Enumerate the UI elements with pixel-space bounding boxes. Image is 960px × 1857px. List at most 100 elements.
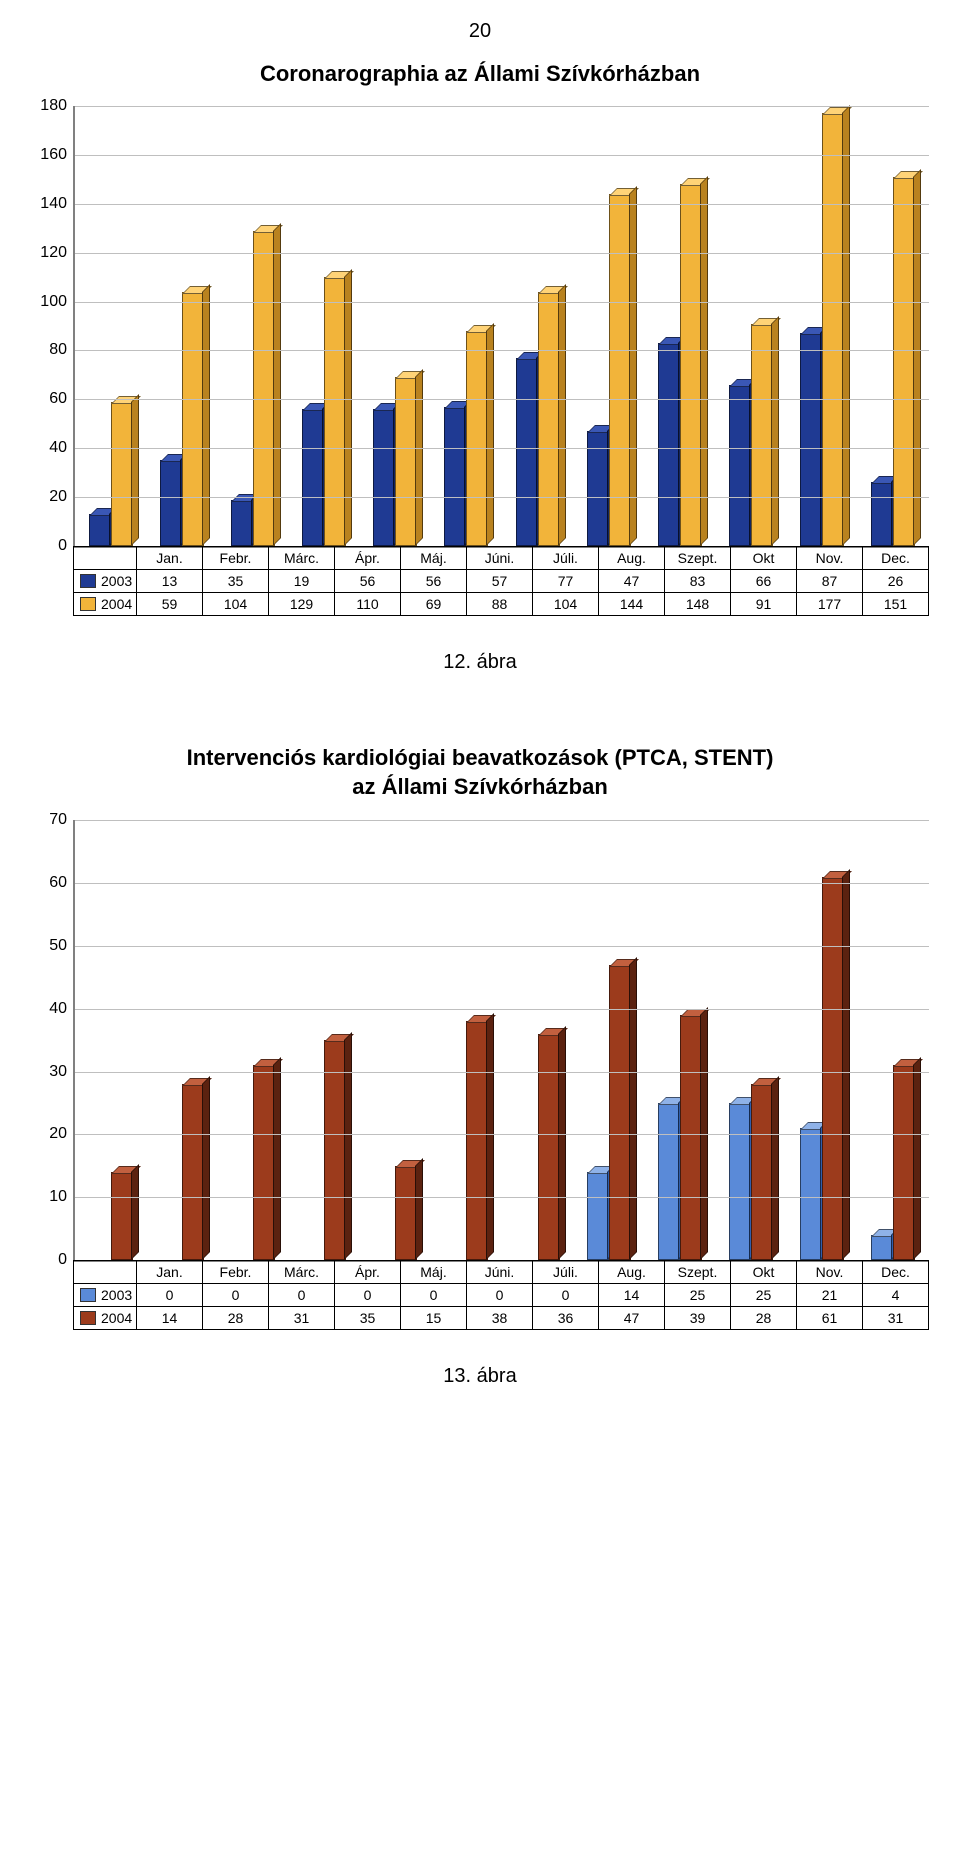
y-tick-label: 10 xyxy=(49,1188,67,1206)
bar xyxy=(729,1103,751,1260)
page-number: 20 xyxy=(20,20,940,43)
table-cell: 69 xyxy=(401,593,467,616)
gridline xyxy=(75,820,929,821)
legend-series-name: 2003 xyxy=(101,1287,132,1303)
bar xyxy=(466,1021,488,1260)
gridline xyxy=(75,1072,929,1073)
y-tick-label: 80 xyxy=(49,341,67,359)
gridline xyxy=(75,155,929,156)
gridline xyxy=(75,448,929,449)
chart-2-plot xyxy=(73,820,929,1262)
table-column-header: Júli. xyxy=(533,547,599,570)
gridline xyxy=(75,1009,929,1010)
gridline xyxy=(75,106,929,107)
table-cell: 57 xyxy=(467,570,533,593)
y-tick-label: 0 xyxy=(58,1251,67,1269)
y-tick-label: 120 xyxy=(40,244,67,262)
table-column-header: Nov. xyxy=(797,547,863,570)
table-cell: 31 xyxy=(863,1307,929,1330)
bar xyxy=(466,331,488,546)
chart-2-title-line1: Intervenciós kardiológiai beavatkozások … xyxy=(187,745,774,770)
table-cell: 144 xyxy=(599,593,665,616)
chart-1-yaxis: 020406080100120140160180 xyxy=(21,106,73,546)
chart-1-caption: 12. ábra xyxy=(20,651,940,674)
y-tick-label: 60 xyxy=(49,390,67,408)
legend-swatch-icon xyxy=(80,1288,96,1302)
legend-series-name: 2004 xyxy=(101,1310,132,1326)
table-cell: 0 xyxy=(137,1284,203,1307)
table-cell: 47 xyxy=(599,1307,665,1330)
table-column-header: Dec. xyxy=(863,1261,929,1284)
gridline xyxy=(75,1134,929,1135)
table-cell: 13 xyxy=(137,570,203,593)
table-cell: 0 xyxy=(269,1284,335,1307)
table-cell: 35 xyxy=(203,570,269,593)
bar xyxy=(253,231,275,546)
chart-2-yaxis: 010203040506070 xyxy=(21,820,73,1260)
table-cell: 47 xyxy=(599,570,665,593)
chart-2-caption: 13. ábra xyxy=(20,1365,940,1388)
table-cell: 0 xyxy=(335,1284,401,1307)
table-cell: 151 xyxy=(863,593,929,616)
table-column-header: Szept. xyxy=(665,547,731,570)
bar xyxy=(658,343,680,546)
gridline xyxy=(75,883,929,884)
chart-2-title: Intervenciós kardiológiai beavatkozások … xyxy=(20,744,940,801)
bar xyxy=(751,1084,773,1260)
bar xyxy=(160,460,182,546)
chart-2-data-table: Jan.Febr.Márc.Ápr.Máj.Júni.Júli.Aug.Szep… xyxy=(73,1260,929,1330)
bar xyxy=(893,1065,915,1260)
bar xyxy=(182,292,204,546)
bar xyxy=(587,1172,609,1260)
chart-1-data-table: Jan.Febr.Márc.Ápr.Máj.Júni.Júli.Aug.Szep… xyxy=(73,546,929,616)
table-cell: 59 xyxy=(137,593,203,616)
table-column-header: Jan. xyxy=(137,547,203,570)
table-column-header: Aug. xyxy=(599,1261,665,1284)
table-cell: 104 xyxy=(533,593,599,616)
table-column-header: Nov. xyxy=(797,1261,863,1284)
gridline xyxy=(75,1197,929,1198)
bar xyxy=(395,377,417,546)
legend-swatch-icon xyxy=(80,597,96,611)
table-column-header: Júli. xyxy=(533,1261,599,1284)
table-cell: 148 xyxy=(665,593,731,616)
y-tick-label: 50 xyxy=(49,937,67,955)
table-cell: 28 xyxy=(731,1307,797,1330)
table-cell: 56 xyxy=(335,570,401,593)
table-column-header: Dec. xyxy=(863,547,929,570)
table-column-header: Júni. xyxy=(467,547,533,570)
chart-2-title-line2: az Állami Szívkórházban xyxy=(352,774,608,799)
table-series-label: 2004 xyxy=(73,1307,137,1330)
table-blank-header xyxy=(73,547,137,570)
chart-2-frame: 010203040506070 Jan.Febr.Márc.Ápr.Máj.Jú… xyxy=(20,819,940,1341)
table-series-label: 2003 xyxy=(73,1284,137,1307)
chart-intervencio: Intervenciós kardiológiai beavatkozások … xyxy=(20,744,940,1388)
legend-series-name: 2003 xyxy=(101,573,132,589)
bar xyxy=(871,1235,893,1260)
bar xyxy=(111,402,133,546)
table-cell: 19 xyxy=(269,570,335,593)
table-column-header: Ápr. xyxy=(335,547,401,570)
table-cell: 28 xyxy=(203,1307,269,1330)
table-column-header: Máj. xyxy=(401,1261,467,1284)
bar xyxy=(253,1065,275,1260)
table-cell: 0 xyxy=(401,1284,467,1307)
gridline xyxy=(75,350,929,351)
table-cell: 14 xyxy=(137,1307,203,1330)
y-tick-label: 30 xyxy=(49,1063,67,1081)
table-cell: 4 xyxy=(863,1284,929,1307)
bar xyxy=(800,333,822,546)
table-cell: 129 xyxy=(269,593,335,616)
bar xyxy=(231,500,253,546)
y-tick-label: 180 xyxy=(40,97,67,115)
table-cell: 36 xyxy=(533,1307,599,1330)
bar xyxy=(751,324,773,546)
bar xyxy=(538,1034,560,1260)
table-cell: 14 xyxy=(599,1284,665,1307)
bar xyxy=(729,385,751,546)
legend-swatch-icon xyxy=(80,1311,96,1325)
table-cell: 0 xyxy=(533,1284,599,1307)
table-cell: 66 xyxy=(731,570,797,593)
bar xyxy=(871,482,893,546)
bar xyxy=(324,277,346,546)
